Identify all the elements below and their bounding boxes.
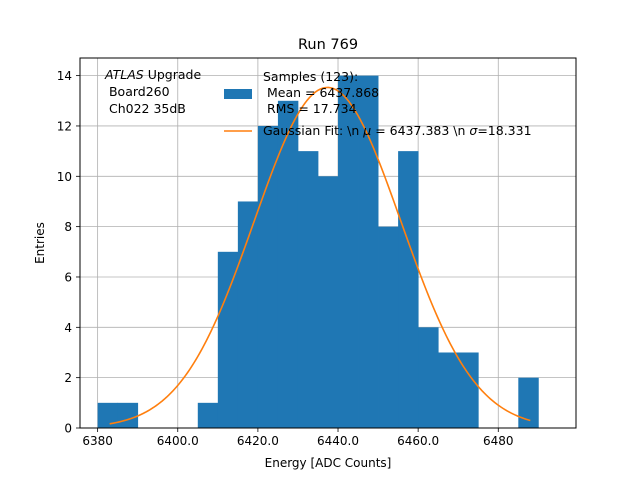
histogram-bar — [518, 377, 539, 428]
legend-fit-mu: μ — [362, 123, 371, 138]
histogram-bar — [97, 402, 119, 428]
legend-hist-line-3: RMS = 17.734 — [263, 101, 357, 116]
histogram-bar — [217, 251, 239, 428]
gaussian-fit-layer — [109, 86, 531, 425]
x-tick-label: 6400.0 — [157, 434, 199, 448]
x-tick-label: 6380 — [82, 434, 113, 448]
histogram-bar — [438, 352, 459, 428]
legend-fit-label: Gaussian Fit: \n μ = 6437.383 \n σ=18.33… — [263, 123, 532, 138]
y-tick-label: 10 — [57, 170, 72, 184]
histogram-bar — [197, 402, 219, 428]
annotation-atlas: ATLAS — [104, 67, 144, 82]
axis-ticks: 6380 6400.0 6420.0 6440.0 6460.0 6480 0 2 4 6 8 10 1… — [57, 69, 514, 448]
histogram-bar — [418, 327, 439, 428]
plot-frame — [79, 57, 577, 429]
x-tick-label: 6460.0 — [397, 434, 439, 448]
legend: Samples (123): Mean = 6437.868 RMS = 17.… — [224, 69, 532, 138]
y-axis-label: Entries — [33, 222, 47, 264]
legend-hist-swatch — [224, 89, 252, 99]
histogram-bars — [97, 75, 539, 429]
legend-fit-mid: = 6437.383 \n — [371, 123, 469, 138]
histogram-bar — [338, 75, 359, 428]
histogram-bar — [117, 402, 139, 428]
histogram-bar — [317, 176, 339, 428]
annotation-channel: Ch022 35dB — [105, 101, 186, 116]
annotation-upgrade: Upgrade — [144, 67, 202, 82]
y-tick-label: 2 — [64, 371, 72, 385]
x-axis-label: Energy [ADC Counts] — [265, 456, 392, 470]
y-tick-label: 8 — [64, 220, 72, 234]
annotation-line-1: ATLAS Upgrade — [104, 67, 201, 82]
histogram-bar — [398, 151, 419, 428]
y-tick-label: 4 — [64, 321, 72, 335]
histogram-bar — [458, 352, 479, 428]
y-tick-label: 12 — [57, 119, 72, 133]
y-tick-label: 6 — [64, 270, 72, 284]
atlas-annotation: ATLAS Upgrade Board260 Ch022 35dB — [104, 67, 201, 116]
y-tick-label: 14 — [57, 69, 72, 83]
histogram-bar — [237, 201, 259, 428]
legend-fit-prefix: Gaussian Fit: \n — [263, 123, 363, 138]
histogram-bar — [358, 75, 379, 428]
histogram-bar — [257, 125, 279, 429]
gaussian-fit-curve — [109, 86, 531, 425]
chart-title: Run 769 — [298, 37, 358, 53]
annotation-board: Board260 — [105, 84, 170, 99]
legend-hist-line-1: Samples (123): — [263, 69, 358, 84]
histogram-bar — [277, 100, 299, 428]
x-tick-label: 6480 — [483, 434, 514, 448]
histogram-bar — [378, 226, 399, 428]
y-tick-label: 0 — [64, 422, 72, 436]
x-tick-label: 6440.0 — [317, 434, 359, 448]
x-tick-label: 6420.0 — [237, 434, 279, 448]
legend-hist-line-2: Mean = 6437.868 — [263, 85, 379, 100]
histogram-bar — [297, 151, 319, 428]
legend-fit-suffix: =18.331 — [477, 123, 531, 138]
legend-fit-sigma: σ — [469, 123, 478, 138]
